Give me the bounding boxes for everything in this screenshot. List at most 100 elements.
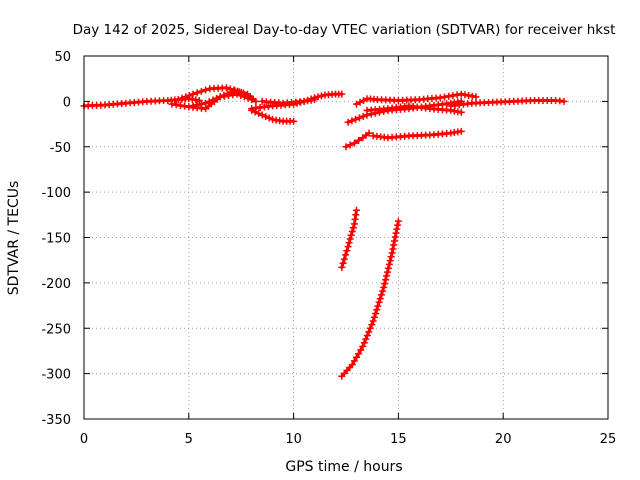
data-point: [375, 298, 383, 306]
data-point: [359, 112, 367, 120]
data-point: [384, 264, 392, 272]
data-point: [379, 287, 387, 295]
y-tick-label: -150: [41, 232, 71, 247]
data-point: [387, 253, 395, 261]
data-point: [174, 96, 182, 104]
data-point: [381, 280, 389, 288]
data-point: [244, 94, 252, 102]
y-tick-label: -350: [41, 413, 71, 428]
series-arc-5: [248, 106, 298, 125]
data-point: [202, 99, 210, 107]
data-point: [213, 94, 221, 102]
data-point: [346, 141, 354, 149]
data-point: [350, 357, 358, 365]
y-tick-label: 50: [54, 50, 71, 65]
data-point: [209, 96, 217, 104]
data-point: [233, 90, 241, 98]
data-point: [237, 92, 245, 99]
data-point: [365, 328, 373, 336]
data-point: [197, 100, 205, 108]
data-point: [365, 129, 373, 137]
data-point: [340, 255, 348, 263]
series-arc-15: [338, 217, 402, 380]
data-point: [560, 97, 568, 105]
tick-labels: 0 5 10 15 20 25 50 0 -50 -100 -150 -200 -250 -300 -350: [41, 50, 616, 447]
data-point: [195, 96, 203, 104]
data-point: [382, 276, 390, 284]
data-point: [348, 361, 356, 369]
chart-title: Day 142 of 2025, Sidereal Day-to-day VTE…: [73, 22, 616, 38]
data-point: [343, 247, 351, 255]
x-tick-label: 5: [185, 432, 193, 447]
x-tick-label: 15: [390, 432, 407, 447]
data-point: [346, 235, 354, 243]
data-point: [255, 110, 263, 117]
data-point: [376, 295, 384, 303]
data-point: [355, 350, 363, 358]
data-point: [347, 231, 355, 239]
data-point: [185, 92, 193, 99]
data-point: [355, 136, 363, 144]
series-arc-11: [363, 102, 465, 116]
data-point: [384, 268, 391, 276]
data-point: [265, 114, 273, 122]
data-point: [368, 321, 376, 329]
data-point: [248, 96, 256, 104]
data-point: [350, 139, 358, 147]
data-point: [386, 257, 394, 265]
data-point: [352, 115, 360, 123]
x-tick-label: 0: [80, 432, 88, 447]
data-point: [394, 217, 402, 225]
data-point: [348, 228, 356, 235]
data-point: [240, 93, 248, 101]
y-tick-label: -200: [41, 277, 71, 292]
grid: [84, 56, 608, 419]
data-point: [262, 113, 270, 120]
series-arc-14: [338, 206, 360, 271]
data-point: [189, 102, 197, 110]
series-arc-13: [447, 97, 568, 110]
series-arc-7: [258, 96, 319, 107]
data-point: [290, 117, 298, 125]
series-arc-4: [185, 90, 256, 111]
data-point: [362, 335, 370, 343]
data-point: [338, 90, 346, 98]
data-point: [372, 310, 380, 317]
data-point: [226, 85, 234, 93]
data-point: [393, 225, 401, 233]
series-line: [340, 219, 400, 378]
data-point: [193, 101, 201, 109]
data-point: [349, 224, 357, 232]
data-point: [202, 86, 210, 94]
data-point: [360, 339, 368, 347]
data-point: [348, 117, 356, 125]
data-point: [383, 272, 390, 280]
series-arc-8: [342, 129, 373, 151]
data-point: [449, 92, 457, 100]
y-tick-label: -300: [41, 368, 71, 383]
data-point: [252, 97, 260, 105]
data-point: [197, 87, 205, 95]
data-point: [185, 103, 193, 111]
y-tick-label: -100: [41, 186, 71, 201]
axis-ticks: [83, 55, 609, 420]
data-point: [369, 317, 377, 325]
data-point: [189, 90, 197, 98]
data-point: [390, 241, 398, 249]
data-point: [363, 332, 371, 339]
y-tick-label: 0: [63, 95, 71, 110]
data-point: [389, 245, 397, 253]
data-point: [391, 237, 398, 245]
data-point: [380, 283, 388, 291]
data-point: [385, 260, 393, 268]
series-arc-12: [369, 127, 465, 142]
x-tick-label: 20: [495, 432, 512, 447]
series-arc-10: [353, 90, 480, 108]
data-point: [345, 239, 353, 247]
data-point: [457, 127, 465, 135]
data-point: [178, 94, 186, 102]
data-point: [205, 98, 213, 106]
data-point: [388, 249, 396, 257]
data-point: [223, 84, 230, 92]
data-point: [258, 111, 266, 119]
